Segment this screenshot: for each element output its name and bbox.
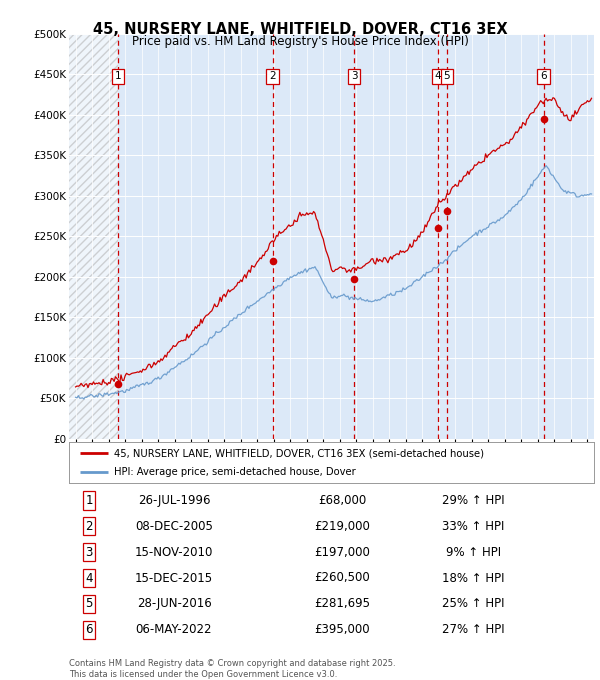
- Text: £281,695: £281,695: [314, 597, 370, 611]
- Text: 25% ↑ HPI: 25% ↑ HPI: [442, 597, 505, 611]
- Text: 2: 2: [85, 520, 93, 533]
- Text: 3: 3: [85, 545, 92, 559]
- Text: 3: 3: [351, 71, 358, 82]
- Text: £68,000: £68,000: [318, 494, 366, 507]
- Text: 27% ↑ HPI: 27% ↑ HPI: [442, 623, 505, 636]
- Text: 1: 1: [85, 494, 93, 507]
- Text: 6: 6: [85, 623, 93, 636]
- Text: Price paid vs. HM Land Registry's House Price Index (HPI): Price paid vs. HM Land Registry's House …: [131, 35, 469, 48]
- Bar: [69, 34, 118, 439]
- Text: £219,000: £219,000: [314, 520, 370, 533]
- Text: £395,000: £395,000: [314, 623, 370, 636]
- Text: 9% ↑ HPI: 9% ↑ HPI: [446, 545, 501, 559]
- Text: Contains HM Land Registry data © Crown copyright and database right 2025.
This d: Contains HM Land Registry data © Crown c…: [69, 659, 395, 679]
- Text: 4: 4: [434, 71, 441, 82]
- Text: 06-MAY-2022: 06-MAY-2022: [136, 623, 212, 636]
- Text: 33% ↑ HPI: 33% ↑ HPI: [442, 520, 505, 533]
- Text: 5: 5: [443, 71, 450, 82]
- Text: 29% ↑ HPI: 29% ↑ HPI: [442, 494, 505, 507]
- Text: 4: 4: [85, 571, 93, 585]
- Text: 15-NOV-2010: 15-NOV-2010: [135, 545, 213, 559]
- Text: 18% ↑ HPI: 18% ↑ HPI: [442, 571, 505, 585]
- Text: 5: 5: [85, 597, 92, 611]
- Text: 15-DEC-2015: 15-DEC-2015: [135, 571, 213, 585]
- Text: 26-JUL-1996: 26-JUL-1996: [138, 494, 210, 507]
- Text: HPI: Average price, semi-detached house, Dover: HPI: Average price, semi-detached house,…: [113, 466, 355, 477]
- Text: 45, NURSERY LANE, WHITFIELD, DOVER, CT16 3EX: 45, NURSERY LANE, WHITFIELD, DOVER, CT16…: [92, 22, 508, 37]
- Text: 28-JUN-2016: 28-JUN-2016: [137, 597, 211, 611]
- Text: £197,000: £197,000: [314, 545, 370, 559]
- Text: 1: 1: [115, 71, 121, 82]
- Text: 6: 6: [541, 71, 547, 82]
- Text: £260,500: £260,500: [314, 571, 370, 585]
- Text: 45, NURSERY LANE, WHITFIELD, DOVER, CT16 3EX (semi-detached house): 45, NURSERY LANE, WHITFIELD, DOVER, CT16…: [113, 448, 484, 458]
- Text: 2: 2: [269, 71, 276, 82]
- Text: 08-DEC-2005: 08-DEC-2005: [135, 520, 213, 533]
